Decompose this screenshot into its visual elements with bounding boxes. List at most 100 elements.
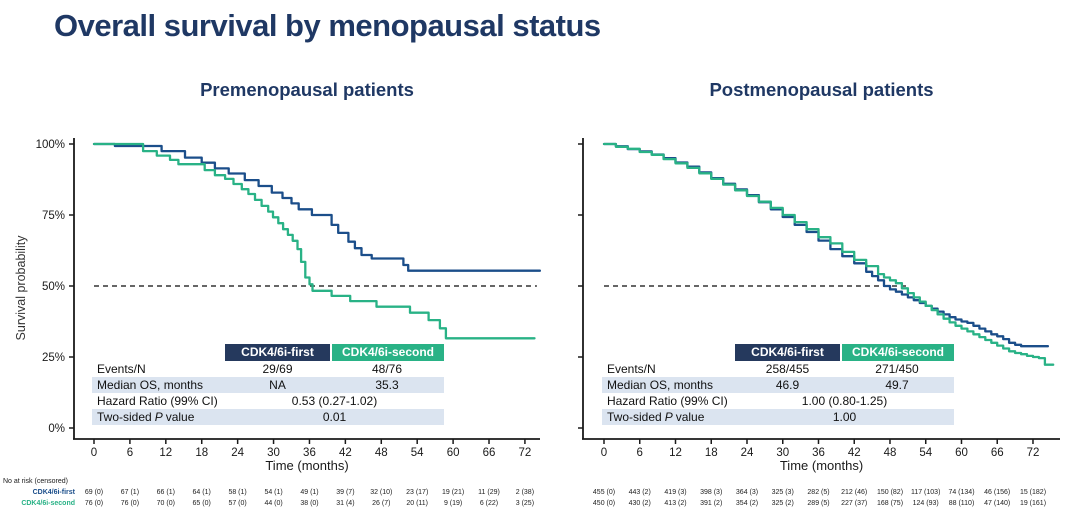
at-risk-value: 398 (3) [700,489,723,496]
row-label: Events/N [607,362,656,376]
at-risk-value: 413 (2) [664,500,687,507]
column-header-cdk46i-second: CDK4/6i-second [330,344,444,361]
at-risk-value: 57 (0) [228,500,247,507]
table-row-hazard-ratio: Hazard Ratio (99% CI) 0.53 (0.27-1.02) [92,393,444,409]
column-header-cdk46i-first: CDK4/6i-first [225,344,330,361]
median-second-value: 49.7 [885,378,909,392]
x-axis-title-left: Time (months) [265,458,349,473]
km-curve-cdk4-6i-second [602,142,1055,366]
at-risk-value: 88 (110) [948,500,975,507]
at-risk-value: 19 (161) [1019,500,1047,507]
at-risk-value: 325 (3) [771,489,794,496]
at-risk-value: 150 (82) [876,489,904,496]
at-risk-heading: No at risk (censored) [3,478,68,485]
at-risk-row-label-cdk46i-first: CDK4/6i-first [32,489,75,496]
y-tick-label: 0% [48,423,65,435]
at-risk-value: 354 (2) [735,500,759,507]
p-value: 1.00 [832,410,857,424]
at-risk-value: 38 (0) [300,500,319,507]
at-risk-value: 58 (1) [228,489,247,496]
column-header-cdk46i-second: CDK4/6i-second [840,344,954,361]
at-risk-value: 49 (1) [300,489,319,496]
at-risk-value: 391 (2) [700,500,723,507]
row-label: Hazard Ratio (99% CI) [607,394,728,408]
stats-table-premenopausal: CDK4/6i-first CDK4/6i-second Events/N 29… [92,344,444,425]
table-header-row: CDK4/6i-first CDK4/6i-second [602,344,954,361]
y-tick-label: 25% [42,352,65,364]
at-risk-value: 227 (37) [841,500,868,507]
at-risk-value: 66 (1) [156,489,175,496]
events-first-value: 258/455 [765,362,810,376]
table-row-hazard-ratio: Hazard Ratio (99% CI) 1.00 (0.80-1.25) [602,393,954,409]
at-risk-value: 64 (1) [192,489,211,496]
x-axis-title-right: Time (months) [779,458,864,473]
at-risk-value: 117 (103) [910,489,941,496]
median-first-value: NA [269,378,286,392]
row-label: Events/N [97,362,146,376]
at-risk-value: 168 (75) [876,500,904,507]
at-risk-value: 15 (182) [1019,489,1047,496]
events-first-value: 29/69 [262,362,293,376]
row-label: Median OS, months [607,378,714,392]
table-row-median-os: Median OS, months NA 35.3 [92,377,444,393]
y-tick-label: 100% [36,139,65,151]
at-risk-value: 19 (21) [442,489,465,496]
at-risk-value: 325 (2) [771,500,794,507]
at-risk-value: 44 (0) [264,500,283,507]
p-label-prefix: Two-sided [97,410,152,424]
km-curve-cdk4-6i-first [602,142,1050,348]
at-risk-value: 23 (17) [406,489,429,496]
at-risk-value: 11 (29) [478,489,500,496]
at-risk-value: 2 (38) [515,489,535,496]
p-label-suffix: value [165,410,195,424]
table-header-row: CDK4/6i-first CDK4/6i-second [92,344,444,361]
panel-title-postmenopausal: Postmenopausal patients [709,79,934,100]
column-header-cdk46i-first: CDK4/6i-first [735,344,840,361]
at-risk-value: 6 (22) [479,500,499,507]
table-row-events: Events/N 29/69 48/76 [92,361,444,377]
table-row-median-os: Median OS, months 46.9 49.7 [602,377,954,393]
p-label-prefix: Two-sided [607,410,662,424]
at-risk-value: 39 (7) [336,489,355,496]
p-label-suffix: value [675,410,705,424]
at-risk-value: 419 (3) [664,489,687,496]
at-risk-value: 455 (0) [592,489,616,496]
median-second-value: 35.3 [375,378,399,392]
at-risk-value: 32 (10) [370,489,393,496]
hazard-ratio-value: 0.53 (0.27-1.02) [291,394,378,408]
p-value: 0.01 [322,410,347,424]
median-first-value: 46.9 [775,378,800,392]
at-risk-value: 54 (1) [264,489,283,496]
at-risk-value: 20 (11) [406,500,429,507]
hazard-ratio-value: 1.00 (0.80-1.25) [801,394,888,408]
at-risk-value: 65 (0) [192,500,211,507]
km-curve-cdk4-6i-first [92,142,542,272]
at-risk-value: 67 (1) [120,489,140,496]
page-title: Overall survival by menopausal status [54,8,601,43]
at-risk-value: 26 (7) [372,500,391,507]
at-risk-value: 364 (3) [735,489,759,496]
events-second-value: 48/76 [371,362,403,376]
at-risk-value: 74 (134) [948,489,975,496]
p-label-italic: P [664,410,673,424]
panel-title-premenopausal: Premenopausal patients [200,79,414,100]
at-risk-value: 70 (0) [156,500,175,507]
y-axis-title: Survival probability [14,235,28,341]
at-risk-value: 76 (0) [84,500,104,507]
at-risk-value: 31 (4) [336,500,355,507]
row-label: Median OS, months [97,378,204,392]
at-risk-value: 9 (19) [443,500,463,507]
at-risk-value: 282 (5) [807,489,830,496]
row-label: Hazard Ratio (99% CI) [97,394,218,408]
at-risk-value: 289 (5) [807,500,830,507]
at-risk-value: 76 (0) [120,500,140,507]
at-risk-value: 47 (140) [984,500,1011,507]
table-row-events: Events/N 258/455 271/450 [602,361,954,377]
at-risk-value: 450 (0) [592,500,616,507]
